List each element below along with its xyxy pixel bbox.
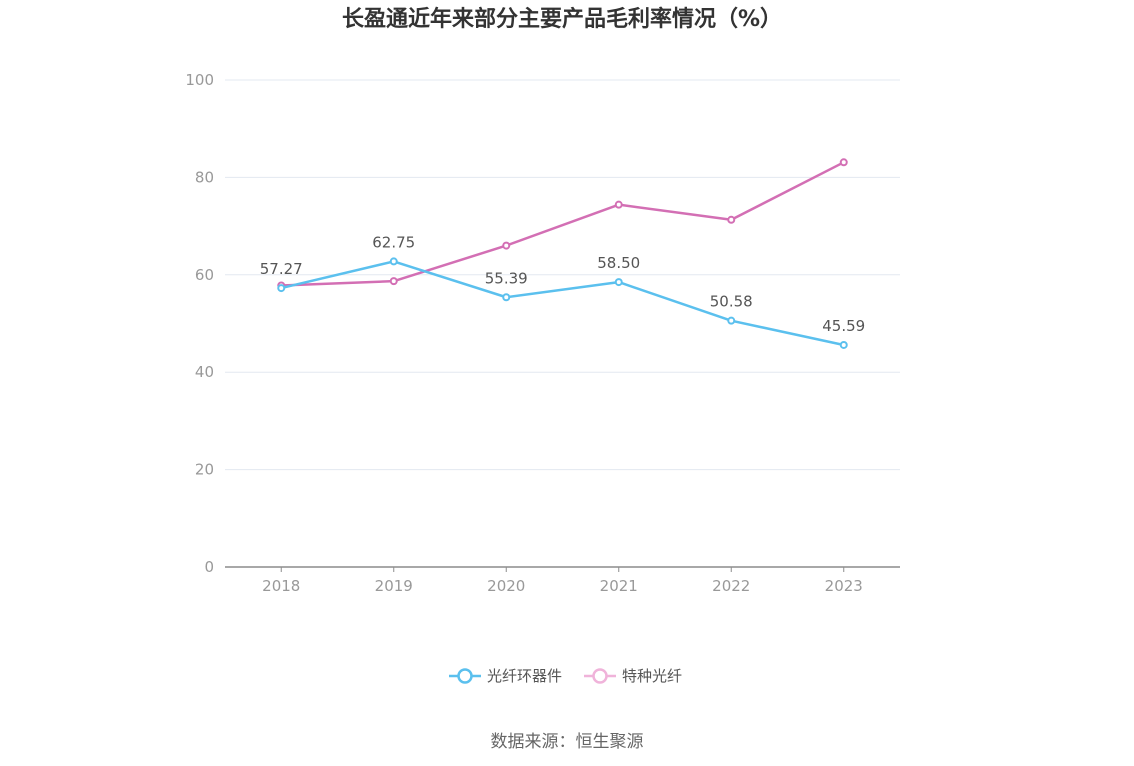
y-tick-label: 80 bbox=[195, 168, 214, 186]
y-tick-label: 40 bbox=[195, 363, 214, 381]
data-label: 62.75 bbox=[372, 233, 415, 251]
legend: 光纤环器件 特种光纤 bbox=[449, 667, 682, 685]
data-label: 57.27 bbox=[260, 260, 303, 278]
y-tick-label: 0 bbox=[204, 558, 214, 576]
y-tick-label: 20 bbox=[195, 461, 214, 479]
data-point bbox=[727, 316, 736, 325]
x-tick-label: 2021 bbox=[600, 577, 638, 595]
x-axis: 2018 2019 2020 2021 2022 2023 bbox=[225, 566, 900, 595]
data-point bbox=[502, 293, 511, 302]
data-point bbox=[614, 200, 623, 209]
x-tick-label: 2020 bbox=[487, 577, 525, 595]
grid-lines bbox=[225, 79, 900, 471]
legend-marker bbox=[457, 668, 473, 684]
data-point bbox=[389, 277, 398, 286]
data-label: 50.58 bbox=[710, 293, 753, 311]
x-tick-label: 2019 bbox=[375, 577, 413, 595]
legend-marker bbox=[592, 668, 608, 684]
legend-item[interactable]: 光纤环器件 bbox=[449, 667, 562, 685]
data-point bbox=[614, 278, 623, 287]
data-point bbox=[389, 257, 398, 266]
y-tick-label: 100 bbox=[185, 71, 214, 89]
chart-title: 长盈通近年来部分主要产品毛利率情况（%） bbox=[342, 6, 782, 32]
data-point bbox=[839, 340, 848, 349]
series-line-1 bbox=[281, 161, 845, 287]
series-line-0 bbox=[280, 260, 845, 347]
legend-label: 特种光纤 bbox=[622, 667, 682, 685]
legend-item[interactable]: 特种光纤 bbox=[584, 667, 682, 685]
data-label: 55.39 bbox=[485, 269, 528, 287]
data-label: 58.50 bbox=[597, 254, 640, 272]
data-point bbox=[839, 158, 848, 167]
legend-label: 光纤环器件 bbox=[487, 667, 562, 685]
data-point bbox=[277, 284, 286, 293]
data-point bbox=[727, 215, 736, 224]
y-tick-label: 60 bbox=[195, 266, 214, 284]
data-labels: 57.27 62.75 55.39 58.50 50.58 45.59 bbox=[260, 233, 865, 335]
x-tick-label: 2023 bbox=[825, 577, 863, 595]
x-tick-label: 2022 bbox=[712, 577, 750, 595]
y-axis: 0 20 40 60 80 100 bbox=[185, 71, 214, 576]
x-tick-label: 2018 bbox=[262, 577, 300, 595]
source-note: 数据来源：恒生聚源 bbox=[491, 732, 644, 752]
data-point bbox=[502, 241, 511, 250]
series-layer bbox=[277, 158, 848, 349]
data-label: 45.59 bbox=[822, 317, 865, 335]
